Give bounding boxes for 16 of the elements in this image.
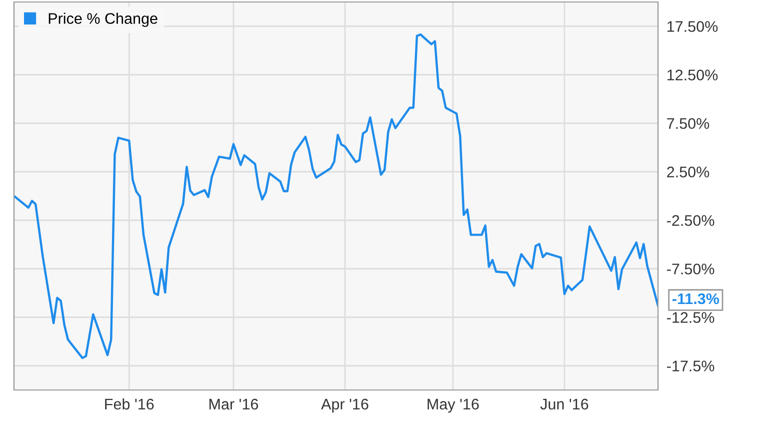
- y-tick-label: -17.5%: [667, 360, 714, 372]
- x-tick-label: Feb '16: [105, 398, 154, 410]
- annotation: -11.3%: [672, 293, 720, 304]
- y-tick-label: 12.50%: [668, 70, 718, 80]
- y-tick-label: -7.50%: [667, 264, 714, 274]
- x-tick-label: Jun '16: [540, 398, 588, 410]
- y-tick-label: -12.5%: [667, 312, 714, 323]
- x-tick-label: Mar '16: [209, 398, 258, 410]
- y-tick-label: 7.50%: [667, 118, 710, 129]
- x-tick-label: Apr '16: [321, 398, 368, 413]
- y-tick-label: 2.50%: [667, 166, 710, 178]
- legend-label: Price % Change: [48, 12, 158, 27]
- y-tick-label: 17.50%: [668, 21, 718, 32]
- line-series: [14, 33, 658, 360]
- x-tick-label: May '16: [428, 398, 479, 413]
- y-tick-label: -2.50%: [667, 215, 714, 226]
